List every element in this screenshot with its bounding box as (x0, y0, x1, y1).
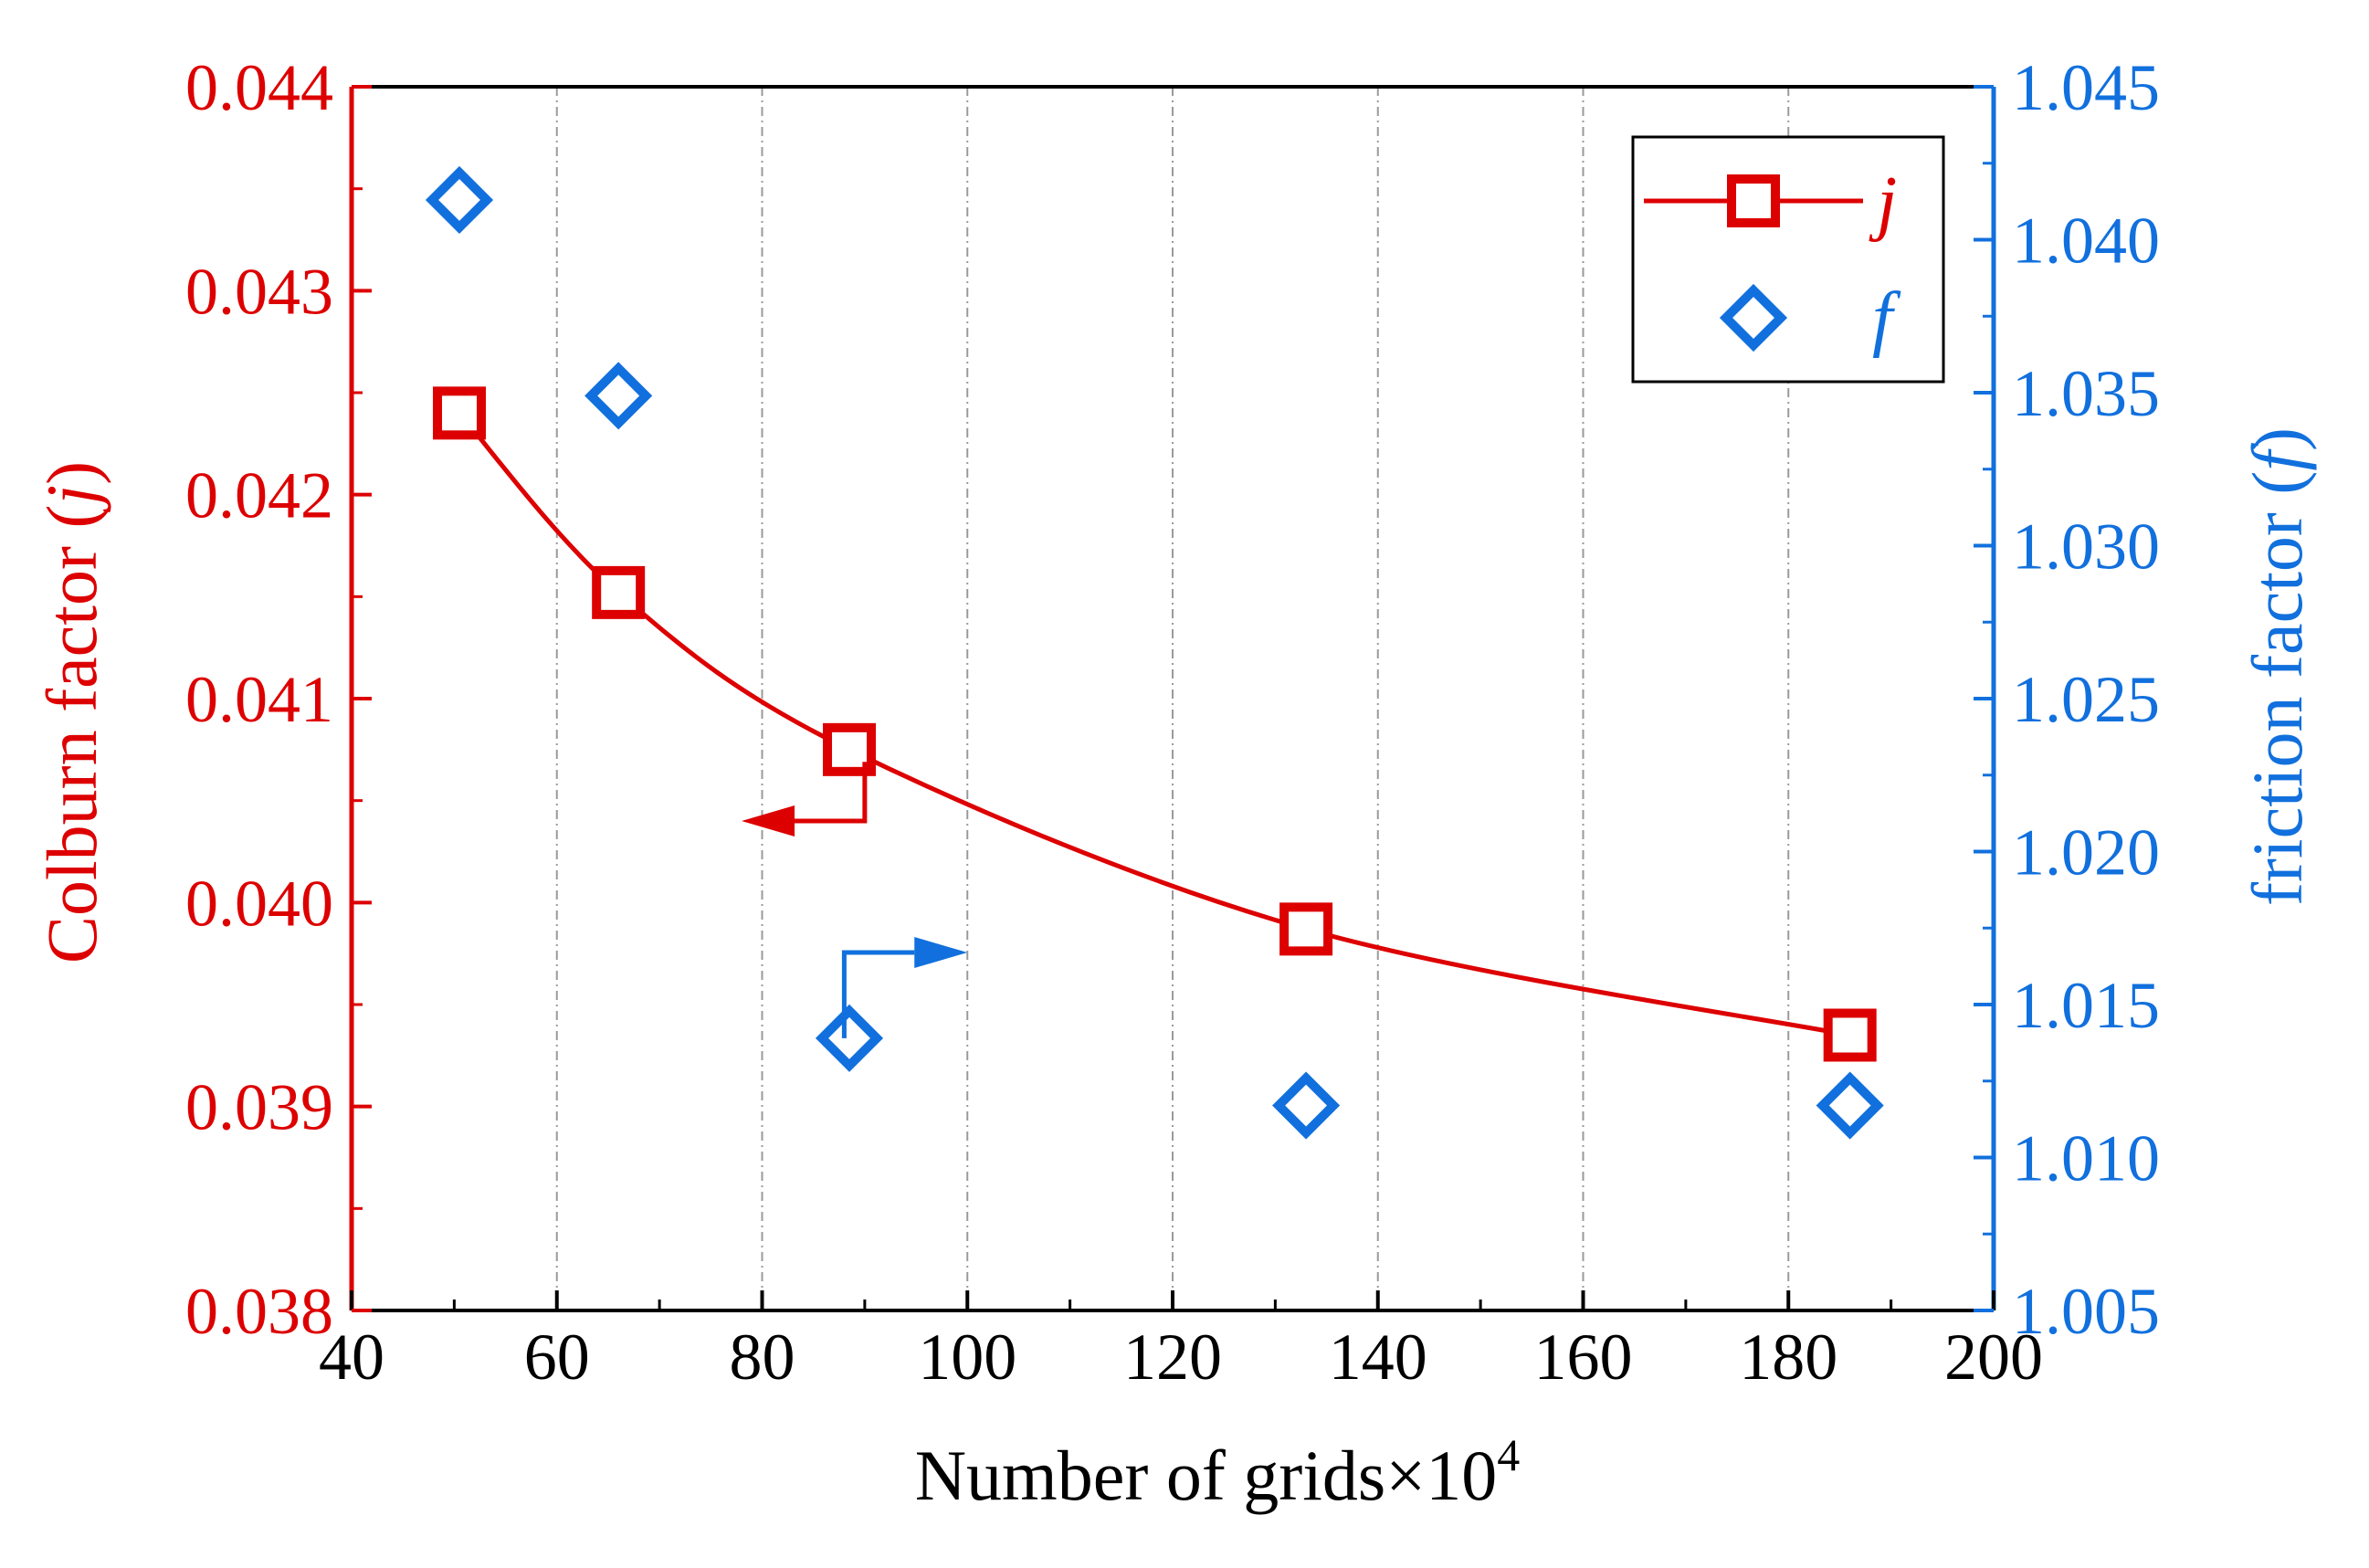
x-tick-label-5: 140 (1329, 1321, 1427, 1394)
j-point-2 (823, 722, 877, 776)
x-tick-label-6: 160 (1534, 1321, 1633, 1394)
y-left-tick-label-4: 0.042 (185, 459, 333, 532)
y-right-tick-label-6: 1.035 (2012, 357, 2160, 430)
arrow-right-line (841, 950, 915, 1038)
arrow-left-head (742, 805, 795, 837)
j-point-4 (1823, 1008, 1877, 1062)
y-right-tick-label-5: 1.030 (2012, 510, 2160, 584)
y-right-tick-label-7: 1.040 (2012, 205, 2160, 278)
annotation-layer (742, 762, 968, 1038)
x-tick-label-2: 80 (730, 1321, 795, 1394)
x-axis-title-text: Number of grids×10 (915, 1436, 1498, 1515)
j-series-line (458, 411, 1851, 1037)
f-point-0 (425, 165, 494, 235)
y-left-tick-label-3: 0.041 (185, 663, 333, 736)
y-right-axis-title: friction factor (f) (2237, 427, 2317, 906)
y-left-tick-label-5: 0.043 (185, 255, 333, 328)
y-right-tick-label-2: 1.015 (2012, 969, 2160, 1042)
f-point-2 (815, 1004, 884, 1072)
f-point-1 (584, 362, 653, 430)
j-point-3 (1279, 902, 1333, 956)
f-point-4 (1816, 1071, 1884, 1140)
x-tick-label-8: 200 (1944, 1321, 2043, 1394)
arrow-right-head (914, 937, 968, 969)
j-point-1 (592, 565, 646, 619)
f-point-3 (1272, 1071, 1341, 1140)
x-tick-label-1: 60 (524, 1321, 590, 1394)
y-right-tick-label-1: 1.010 (2012, 1122, 2160, 1195)
grid-layer (555, 87, 1790, 1310)
tick-layer: 40 60 80 100 120 140 160 180 200 0.038 0.039 0.040 0… (185, 51, 2160, 1394)
x-axis-title-superscript: 4 (1497, 1429, 1520, 1480)
y-left-axis-title: Colburn factor (j) (32, 461, 111, 963)
y-right-tick-label-4: 1.025 (2012, 663, 2160, 736)
legend: j f (1631, 135, 1945, 384)
y-left-tick-label-1: 0.039 (185, 1071, 333, 1144)
y-right-tick-label-0: 1.005 (2012, 1275, 2160, 1348)
series-layer (425, 165, 1884, 1140)
x-tick-label-7: 180 (1739, 1321, 1837, 1394)
legend-j-marker (1727, 174, 1780, 227)
y-right-tick-label-3: 1.020 (2012, 816, 2160, 889)
legend-f-marker (1719, 283, 1788, 353)
x-tick-label-3: 100 (918, 1321, 1016, 1394)
x-axis-title: Number of grids×104 (915, 1429, 1521, 1515)
y-left-tick-label-0: 0.038 (185, 1275, 333, 1348)
j-point-0 (432, 386, 486, 440)
legend-box (1631, 135, 1945, 384)
y-left-tick-label-2: 0.040 (185, 867, 333, 940)
arrow-left-line (795, 762, 868, 824)
x-tick-label-4: 120 (1123, 1321, 1222, 1394)
y-left-tick-label-6: 0.044 (185, 51, 333, 124)
x-tick-label-0: 40 (319, 1321, 384, 1394)
y-right-tick-label-8: 1.045 (2012, 51, 2160, 124)
